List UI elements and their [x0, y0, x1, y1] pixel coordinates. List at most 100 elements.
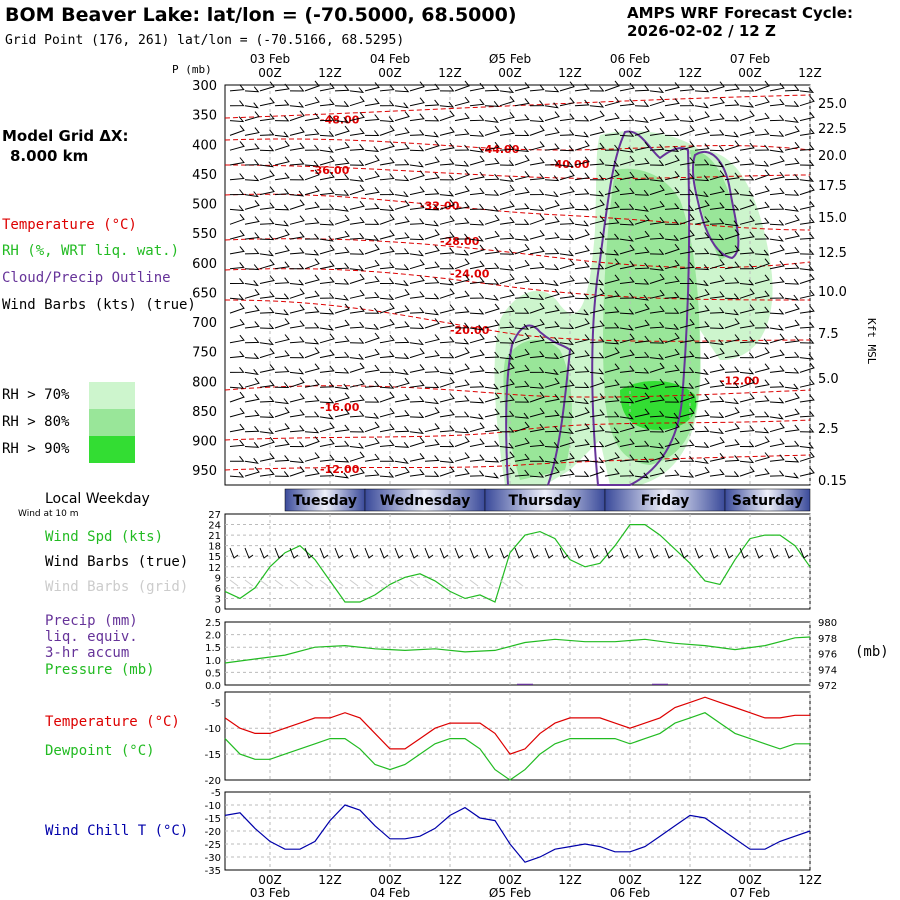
wind-barb — [769, 324, 784, 331]
wind-barb — [634, 205, 649, 212]
wind-barb — [679, 407, 695, 418]
wind-barb — [589, 441, 605, 448]
wind-barb — [529, 173, 545, 181]
wind-barb — [619, 397, 635, 404]
pressure-tick-550: 550 — [192, 227, 217, 242]
wind-barb — [709, 145, 725, 152]
wind-barb — [514, 332, 530, 344]
wind-barb — [499, 321, 515, 329]
wind-barb — [604, 468, 620, 477]
wind-barb — [634, 189, 650, 196]
wind-barb — [769, 155, 785, 166]
wind-barb — [289, 101, 305, 108]
wind-barb — [724, 156, 740, 166]
wind-barb — [559, 412, 575, 418]
surface-wind-barb — [679, 547, 689, 559]
wind-barb — [319, 470, 335, 477]
wind-barb — [229, 439, 245, 447]
pressure-panel-rtick-4: 980 — [818, 618, 837, 629]
wind-barb — [334, 367, 350, 374]
wind-barb — [619, 82, 635, 92]
wind-barb — [649, 159, 665, 166]
wind-barb — [784, 262, 800, 270]
wind-barb — [679, 84, 695, 92]
wind-barb — [589, 190, 605, 197]
wind-barb — [694, 175, 710, 182]
wind-barb — [709, 259, 725, 270]
wind-barb — [754, 217, 770, 225]
weekday-label-4: Saturday — [732, 493, 803, 509]
wind-barb — [439, 352, 455, 359]
top-date-label-1: 04 Feb — [370, 52, 410, 66]
wind-barb — [439, 393, 455, 403]
wind-barb — [244, 377, 260, 388]
wind-barb — [379, 262, 395, 270]
wind-barb — [229, 350, 245, 359]
wind-barb — [769, 235, 784, 242]
wind-barb — [589, 199, 605, 210]
wind-barb — [694, 457, 709, 464]
bottom-date-label-2: Ø5 Feb — [489, 886, 531, 900]
temperature-label-5: -28.00 — [440, 235, 480, 248]
wind-barb — [754, 144, 770, 151]
wind-barb — [784, 214, 800, 225]
wind-barb — [769, 276, 785, 284]
wind-barb — [739, 126, 755, 136]
wind-barb — [304, 411, 320, 418]
wind-speed-label: Wind Spd (kts) — [45, 529, 164, 545]
wind-barb — [574, 83, 590, 92]
wind-barb — [739, 231, 755, 240]
wind-barb — [289, 288, 305, 299]
surface-wind-barb — [424, 547, 434, 559]
grid-wind-barb — [409, 579, 419, 587]
pressure-line — [224, 636, 811, 664]
wind-barb — [529, 366, 545, 373]
surface-wind-barb — [259, 547, 269, 559]
wind-barb — [424, 220, 440, 227]
wind-barb — [604, 160, 620, 167]
wind-panel-ytick-6: 18 — [208, 542, 221, 553]
wind-barb — [484, 116, 499, 123]
wind-barb — [289, 393, 305, 403]
wind-barb — [649, 200, 665, 210]
pressure-tick-350: 350 — [192, 109, 217, 124]
wind-barb — [469, 155, 485, 166]
wind-barb — [304, 338, 320, 345]
wind-barb — [799, 337, 815, 344]
wind-barb — [364, 259, 380, 270]
wind-barb — [409, 234, 425, 241]
surface-wind-barb — [769, 547, 779, 559]
grid-wind-barb — [499, 579, 509, 587]
wind-barb — [694, 321, 710, 329]
wind-barb — [394, 127, 410, 136]
wind-barb — [499, 248, 515, 255]
wind-barb — [469, 171, 485, 181]
wind-panel-ytick-3: 9 — [215, 573, 221, 584]
wind-barb — [679, 455, 695, 462]
wind-barb — [349, 232, 365, 240]
wind-barb — [724, 261, 740, 270]
top-date-label-4: 07 Feb — [730, 52, 770, 66]
wind-barb — [604, 436, 620, 447]
weekday-cell-4 — [724, 488, 811, 512]
wind-barb — [454, 395, 470, 403]
wind-barb — [424, 318, 440, 329]
wind-barb — [769, 470, 785, 477]
wind-barb — [724, 350, 740, 359]
surface-wind-barb — [634, 547, 644, 559]
wind-barb — [259, 436, 275, 447]
wind-barb — [769, 219, 785, 226]
wind-barb — [409, 452, 425, 462]
wind-barb — [304, 249, 320, 256]
wind-barb — [604, 185, 620, 196]
wind-barb — [439, 263, 455, 270]
wind-barb — [634, 440, 650, 447]
wind-barb — [529, 278, 545, 284]
windchill-panel-frame — [224, 791, 811, 871]
wind-barb — [739, 101, 755, 108]
wind-barb — [469, 333, 485, 344]
forecast-cycle-value: 2026-02-02 / 12 Z — [627, 22, 776, 40]
wind-barb — [259, 339, 274, 346]
wind-barb — [349, 200, 365, 210]
wind-barb — [319, 413, 334, 420]
